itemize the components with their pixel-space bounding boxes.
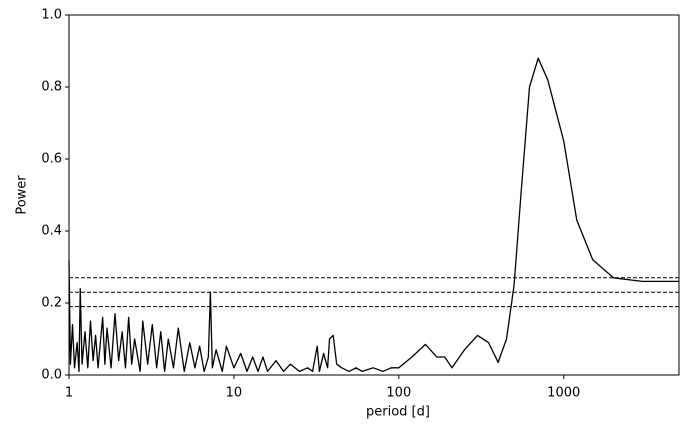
series-line — [68, 57, 679, 373]
x-tick-label: 1000 — [547, 386, 580, 401]
y-tick-label: 0.0 — [41, 368, 62, 383]
y-axis-label: Power — [15, 175, 30, 215]
plot-frame — [68, 14, 680, 376]
x-axis-label: period [d] — [366, 405, 430, 420]
x-tick-label: 100 — [386, 386, 411, 401]
y-tick-label: 1.0 — [41, 8, 62, 23]
y-tick-label: 0.6 — [41, 152, 62, 167]
y-tick-label: 0.4 — [41, 224, 62, 239]
x-tick-label: 10 — [226, 386, 243, 401]
x-tick-label: 1 — [65, 386, 73, 401]
y-tick-label: 0.2 — [41, 296, 62, 311]
y-tick-label: 0.8 — [41, 80, 62, 95]
